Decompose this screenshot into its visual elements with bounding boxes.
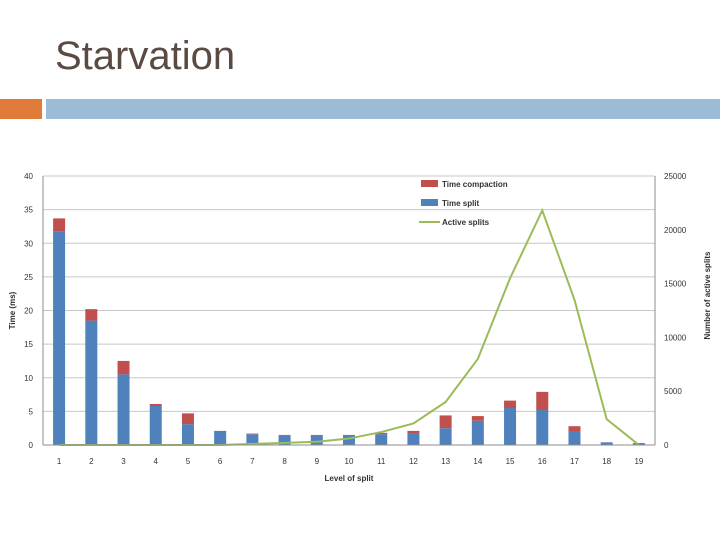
y-tick-label: 25 [24, 273, 33, 282]
bar-time-split [536, 410, 549, 445]
bar-time-split [214, 430, 227, 445]
bar-time-compaction [149, 403, 162, 406]
accent-bar-blue [46, 99, 720, 119]
y2-tick-label: 15000 [664, 280, 687, 289]
bar-time-compaction [246, 433, 259, 435]
bar-time-compaction [471, 416, 484, 421]
slide-title: Starvation [55, 34, 236, 78]
bar-time-compaction [375, 432, 388, 435]
y2-tick-label: 20000 [664, 226, 687, 235]
bar-time-split [568, 431, 581, 445]
bar-time-compaction [568, 426, 581, 432]
accent-bar-orange [0, 99, 42, 119]
bar-time-split [85, 320, 98, 445]
y-tick-label: 30 [24, 239, 33, 248]
bar-time-split [181, 424, 194, 445]
x-tick-label: 14 [473, 457, 482, 466]
bar-time-compaction [278, 434, 291, 436]
y-tick-label: 15 [24, 340, 33, 349]
legend-label: Time split [442, 199, 480, 208]
x-tick-label: 6 [218, 457, 223, 466]
x-tick-label: 12 [409, 457, 418, 466]
x-tick-label: 7 [250, 457, 255, 466]
bar-time-compaction [310, 434, 323, 436]
bar-time-split [407, 433, 420, 445]
legend: Time compaction Time split Active splits [419, 180, 508, 227]
bar-time-split [310, 435, 323, 445]
bar-time-compaction [181, 413, 194, 425]
y-axis-label: Time (ms) [8, 291, 17, 329]
y-tick-label: 5 [29, 407, 34, 416]
bar-time-compaction [407, 430, 420, 434]
x-tick-label: 3 [121, 457, 126, 466]
bars [53, 218, 645, 445]
x-tick-label: 18 [602, 457, 611, 466]
bar-time-split [439, 428, 452, 445]
bar-time-compaction [343, 434, 355, 436]
bar-time-split [343, 435, 355, 445]
gridlines [43, 175, 655, 412]
bar-time-split [278, 435, 291, 445]
bar-time-split [117, 374, 130, 445]
bar-time-split [504, 408, 517, 445]
line-active-splits [59, 207, 640, 446]
bar-time-compaction [53, 218, 66, 232]
chart: 0510152025303540050001000015000200002500… [8, 172, 712, 483]
bar-time-compaction [536, 391, 549, 411]
bar-time-split [471, 420, 484, 445]
x-tick-label: 16 [538, 457, 547, 466]
y-tick-label: 0 [29, 441, 34, 450]
y2-tick-label: 5000 [664, 387, 682, 396]
bar-time-split [246, 434, 259, 445]
bar-time-compaction [117, 360, 130, 375]
bar-time-compaction [85, 309, 98, 321]
x-tick-label: 5 [186, 457, 191, 466]
bar-time-split [149, 405, 162, 445]
bar-time-compaction [439, 415, 452, 429]
y2-tick-label: 10000 [664, 333, 687, 342]
bar-time-compaction [632, 442, 645, 444]
legend-label: Active splits [442, 218, 490, 227]
y2-axis-label: Number of active splits [703, 251, 712, 340]
y-tick-label: 40 [24, 172, 33, 181]
x-tick-label: 2 [89, 457, 94, 466]
y2-tick-label: 25000 [664, 172, 687, 181]
x-tick-label: 4 [154, 457, 159, 466]
x-tick-label: 17 [570, 457, 579, 466]
x-tick-label: 10 [345, 457, 354, 466]
x-tick-label: 13 [441, 457, 450, 466]
x-tick-label: 1 [57, 457, 62, 466]
bar-time-compaction [504, 400, 517, 409]
y-tick-label: 35 [24, 206, 33, 215]
x-tick-label: 11 [377, 457, 386, 466]
x-tick-label: 9 [315, 457, 320, 466]
x-axis-label: Level of split [325, 474, 374, 483]
x-tick-label: 8 [282, 457, 287, 466]
legend-swatch [421, 180, 438, 187]
active-splits-line [59, 207, 640, 446]
bar-time-split [600, 442, 613, 445]
legend-swatch [421, 199, 438, 206]
y-tick-label: 20 [24, 307, 33, 316]
x-tick-label: 19 [634, 457, 643, 466]
axes: 0510152025303540050001000015000200002500… [8, 172, 712, 483]
bar-time-split [53, 231, 66, 445]
x-tick-label: 15 [506, 457, 515, 466]
y-tick-label: 10 [24, 374, 33, 383]
bar-time-split [375, 434, 388, 445]
y2-tick-label: 0 [664, 441, 669, 450]
legend-label: Time compaction [442, 180, 508, 189]
